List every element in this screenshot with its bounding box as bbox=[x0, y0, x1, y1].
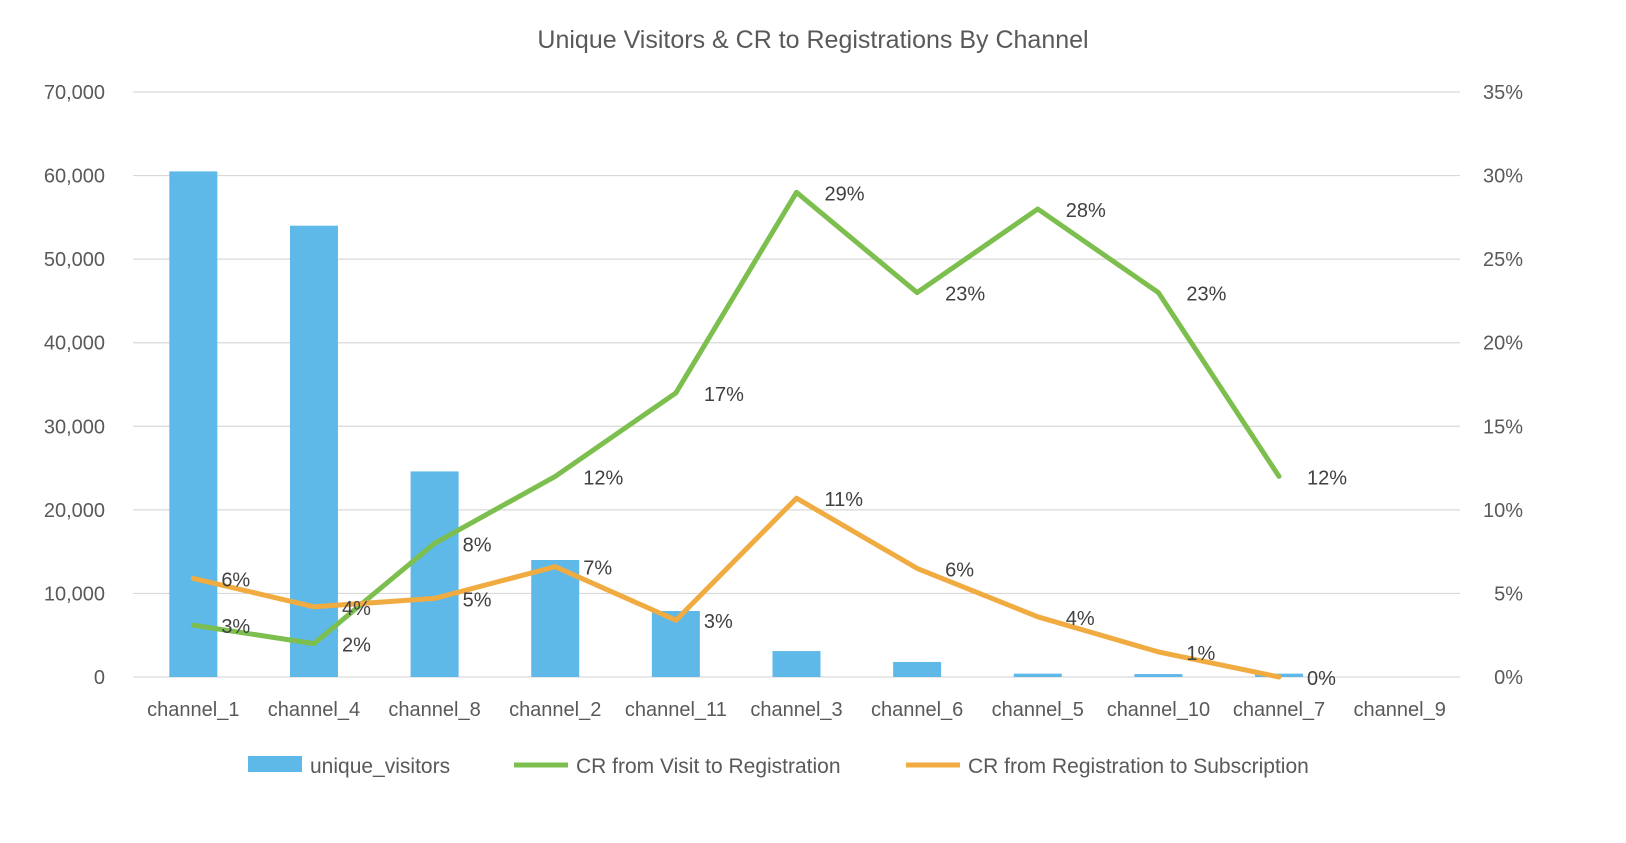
line-series bbox=[190, 189, 1282, 680]
line-point bbox=[554, 475, 557, 478]
left-axis: 0 10,000 20,000 30,000 40,000 50,000 60,000 70,… bbox=[44, 82, 105, 689]
left-tick-label: 40,000 bbox=[44, 333, 105, 355]
left-tick-label: 60,000 bbox=[44, 166, 105, 188]
x-tick-label: channel_9 bbox=[1354, 699, 1446, 721]
right-tick-label: 35% bbox=[1483, 82, 1523, 104]
data-label: 12% bbox=[1307, 467, 1347, 489]
data-label: 2% bbox=[342, 635, 371, 657]
line-point bbox=[674, 391, 677, 394]
bar bbox=[531, 560, 580, 677]
line-point bbox=[1157, 650, 1160, 653]
legend-label: CR from Registration to Subscription bbox=[968, 755, 1309, 778]
line-point bbox=[1036, 208, 1039, 210]
line-point bbox=[192, 624, 195, 627]
line-point bbox=[554, 565, 557, 568]
left-tick-label: 20,000 bbox=[44, 500, 105, 522]
bar bbox=[289, 225, 338, 677]
line-point bbox=[1278, 475, 1281, 478]
data-label: 23% bbox=[1186, 284, 1226, 306]
x-tick-label: channel_7 bbox=[1233, 699, 1325, 721]
left-tick-label: 10,000 bbox=[44, 583, 105, 605]
line-point bbox=[795, 191, 798, 194]
left-tick-label: 0 bbox=[94, 667, 105, 689]
data-label: 5% bbox=[463, 589, 492, 611]
left-tick-label: 30,000 bbox=[44, 416, 105, 438]
right-tick-label: 25% bbox=[1483, 249, 1523, 271]
legend: unique_visitors CR from Visit to Registra… bbox=[248, 755, 1309, 778]
data-label: 3% bbox=[704, 611, 733, 633]
right-tick-label: 30% bbox=[1483, 166, 1523, 188]
line-point bbox=[916, 567, 919, 570]
data-label: 6% bbox=[945, 559, 974, 581]
bar bbox=[893, 661, 942, 677]
line-point bbox=[433, 542, 436, 545]
chart-title: Unique Visitors & CR to Registrations By… bbox=[537, 26, 1088, 54]
x-tick-label: channel_4 bbox=[268, 699, 360, 721]
data-label: 28% bbox=[1066, 200, 1106, 222]
legend-label: unique_visitors bbox=[310, 755, 450, 778]
left-tick-label: 50,000 bbox=[44, 249, 105, 271]
right-tick-label: 10% bbox=[1483, 500, 1523, 522]
series-line-2 bbox=[190, 495, 1282, 680]
line-point bbox=[433, 597, 436, 600]
right-tick-label: 5% bbox=[1494, 583, 1523, 605]
x-tick-label: channel_11 bbox=[625, 699, 727, 721]
bar bbox=[410, 471, 459, 677]
data-label: 12% bbox=[583, 467, 623, 489]
bar bbox=[1134, 674, 1183, 677]
bar-series bbox=[169, 171, 1304, 677]
line-point bbox=[312, 642, 315, 645]
data-label: 3% bbox=[221, 616, 250, 638]
line-point bbox=[674, 619, 677, 622]
data-label: 11% bbox=[825, 489, 864, 511]
data-label: 7% bbox=[583, 558, 612, 580]
x-tick-label: channel_1 bbox=[147, 699, 239, 721]
x-tick-label: channel_3 bbox=[750, 699, 842, 721]
data-label: 1% bbox=[1186, 643, 1215, 665]
bar bbox=[1013, 673, 1062, 677]
data-label: 23% bbox=[945, 284, 985, 306]
bar bbox=[169, 171, 218, 677]
data-label: 6% bbox=[221, 569, 250, 591]
left-tick-label: 70,000 bbox=[44, 82, 105, 104]
series-line-1 bbox=[190, 189, 1282, 647]
x-axis: channel_1 channel_4 channel_8 channel_2 chan… bbox=[147, 699, 1446, 721]
x-tick-label: channel_5 bbox=[992, 699, 1084, 721]
line-point bbox=[916, 291, 919, 294]
legend-label: CR from Visit to Registration bbox=[576, 755, 841, 778]
x-tick-label: channel_8 bbox=[388, 699, 480, 721]
bar bbox=[772, 651, 821, 677]
x-tick-label: channel_10 bbox=[1107, 699, 1210, 721]
right-tick-label: 20% bbox=[1483, 333, 1523, 355]
data-labels: 3% 2% 8% 12% 17% 29% 23% 28% 23% 12% 6% 4% 5% 7% 3% 11%… bbox=[221, 183, 1347, 690]
data-label: 4% bbox=[1066, 608, 1095, 630]
x-tick-label: channel_2 bbox=[509, 699, 601, 721]
right-tick-label: 15% bbox=[1483, 416, 1523, 438]
data-label: 0% bbox=[1307, 668, 1336, 690]
data-label: 4% bbox=[342, 598, 371, 620]
gridlines bbox=[133, 91, 1460, 678]
line-point bbox=[795, 497, 798, 500]
data-label: 8% bbox=[463, 534, 492, 556]
line-point bbox=[1278, 676, 1281, 678]
data-label: 17% bbox=[704, 384, 744, 406]
right-tick-label: 0% bbox=[1494, 667, 1523, 689]
data-label: 29% bbox=[825, 183, 865, 205]
legend-swatch-bar bbox=[248, 756, 302, 772]
line-point bbox=[1157, 291, 1160, 294]
line-point bbox=[1036, 615, 1039, 618]
line-point bbox=[312, 605, 315, 608]
line-point bbox=[192, 577, 195, 580]
right-axis: 0% 5% 10% 15% 20% 25% 30% 35% bbox=[1483, 82, 1523, 689]
x-tick-label: channel_6 bbox=[871, 699, 963, 721]
